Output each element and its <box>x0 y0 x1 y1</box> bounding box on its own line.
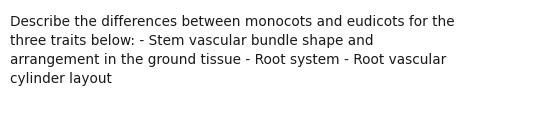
Text: Describe the differences between monocots and eudicots for the
three traits belo: Describe the differences between monocot… <box>10 15 455 86</box>
